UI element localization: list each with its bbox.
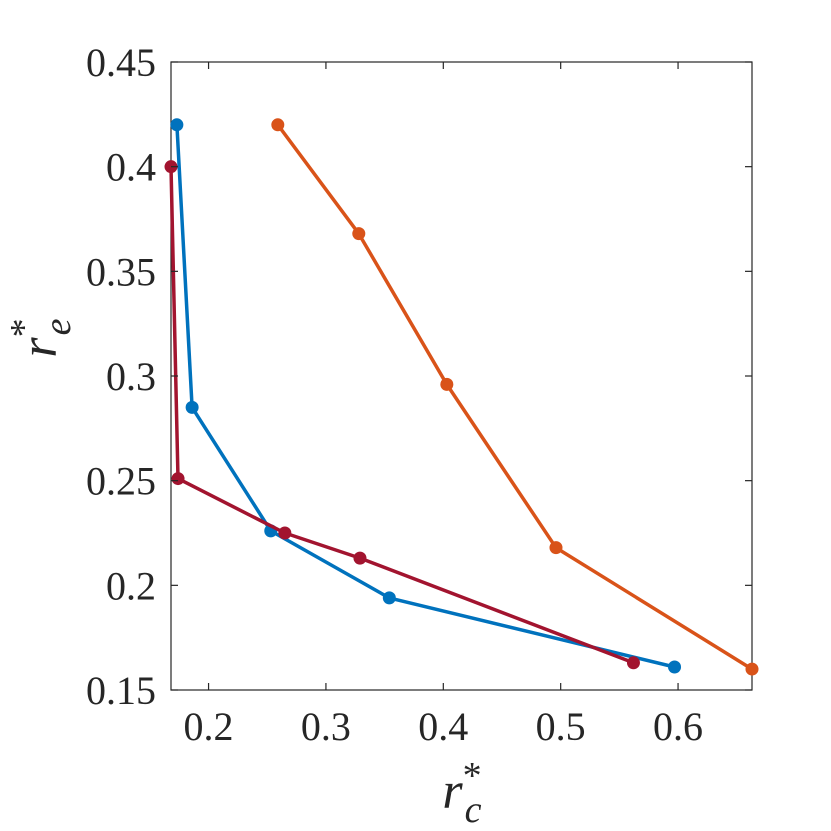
x-tick-label: 0.3 bbox=[301, 704, 351, 749]
series-2-point bbox=[745, 662, 759, 676]
x-tick-label: 0.4 bbox=[418, 704, 468, 749]
series-3-point bbox=[626, 656, 640, 670]
series-2-point bbox=[440, 377, 454, 391]
y-tick-label: 0.45 bbox=[86, 40, 156, 85]
series-3-point bbox=[353, 551, 367, 565]
series-3-point bbox=[278, 526, 292, 540]
y-tick-label: 0.25 bbox=[86, 459, 156, 504]
series-2-point bbox=[549, 541, 563, 555]
x-axis-label: r* c bbox=[442, 755, 481, 831]
x-tick-label: 0.5 bbox=[536, 704, 586, 749]
series-1-point bbox=[185, 400, 199, 414]
series-3-point bbox=[171, 472, 185, 486]
x-tick-label: 0.2 bbox=[184, 704, 234, 749]
y-tick-label: 0.4 bbox=[106, 145, 156, 190]
series-1-point bbox=[170, 118, 184, 132]
x-tick-label: 0.6 bbox=[653, 704, 703, 749]
y-tick-label: 0.15 bbox=[86, 668, 156, 713]
series-2-point bbox=[352, 227, 366, 241]
series-2-point bbox=[271, 118, 285, 132]
series-1-point bbox=[668, 660, 682, 674]
y-tick-label: 0.3 bbox=[106, 354, 156, 399]
series-1-point bbox=[382, 591, 396, 605]
y-tick-label: 0.35 bbox=[86, 249, 156, 294]
plot-area-frame bbox=[170, 61, 753, 691]
y-axis-label: r*e bbox=[3, 318, 79, 357]
y-tick-label: 0.2 bbox=[106, 563, 156, 608]
